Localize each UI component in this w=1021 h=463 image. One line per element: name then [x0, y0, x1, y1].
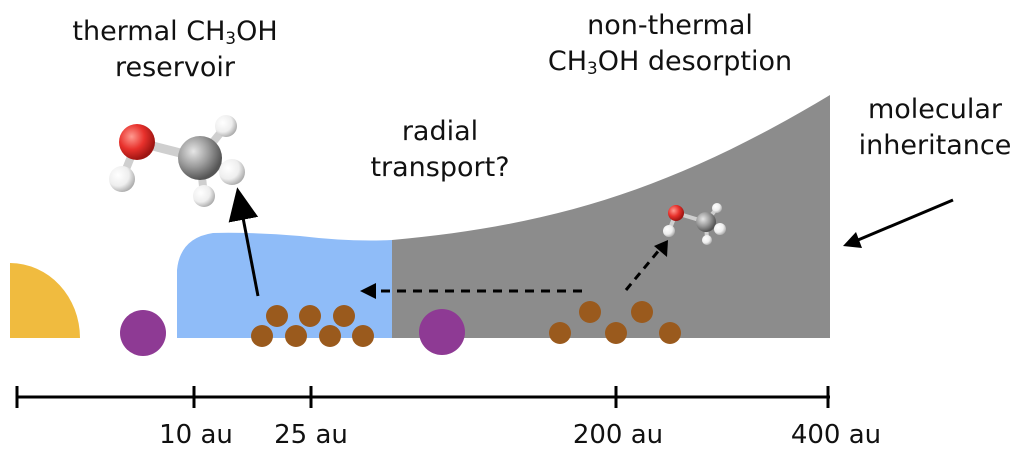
radial-transport-label: radial transport? [370, 116, 510, 183]
molecular-inheritance-arrowhead [843, 232, 862, 248]
thermal-desorption-arrow [228, 187, 260, 297]
planet-icon [419, 309, 465, 355]
molecular-inheritance-label: molecular inheritance [858, 94, 1012, 161]
dust-grains-inner [251, 305, 374, 347]
dust-grain-icon [352, 325, 374, 347]
nonthermal-region [392, 95, 830, 338]
tick-label-10au: 10 au [159, 420, 233, 450]
dust-grain-icon [285, 325, 307, 347]
methanol-molecule-icon [109, 115, 245, 207]
radial-transport-arrowhead [360, 283, 376, 299]
dust-grain-icon [319, 325, 341, 347]
dust-grain-icon [333, 305, 355, 327]
methanol-molecule-icon-small [663, 203, 726, 245]
thermal-reservoir-label: thermal CH3OH reservoir [72, 16, 278, 83]
dust-grain-icon [266, 305, 288, 327]
dust-grains-outer [549, 301, 681, 344]
planet-icon [120, 310, 166, 356]
nonthermal-desorption-label: non-thermal CH3OH desorption [547, 10, 793, 79]
star-icon [10, 263, 80, 338]
dust-grain-icon [549, 322, 571, 344]
molecular-inheritance-arrow [857, 198, 954, 242]
tick-label-400au: 400 au [790, 420, 882, 450]
dust-grain-icon [659, 322, 681, 344]
nonthermal-desorption-arrowhead [654, 240, 668, 257]
tick-label-25au: 25 au [274, 420, 348, 450]
dust-grain-icon [631, 301, 653, 323]
dust-grain-icon [299, 305, 321, 327]
nonthermal-desorption-arrow [624, 248, 662, 291]
dust-grain-icon [579, 301, 601, 323]
dust-grain-icon [251, 325, 273, 347]
distance-axis [15, 386, 830, 408]
dust-grain-icon [605, 322, 627, 344]
tick-label-200au: 200 au [572, 420, 664, 450]
